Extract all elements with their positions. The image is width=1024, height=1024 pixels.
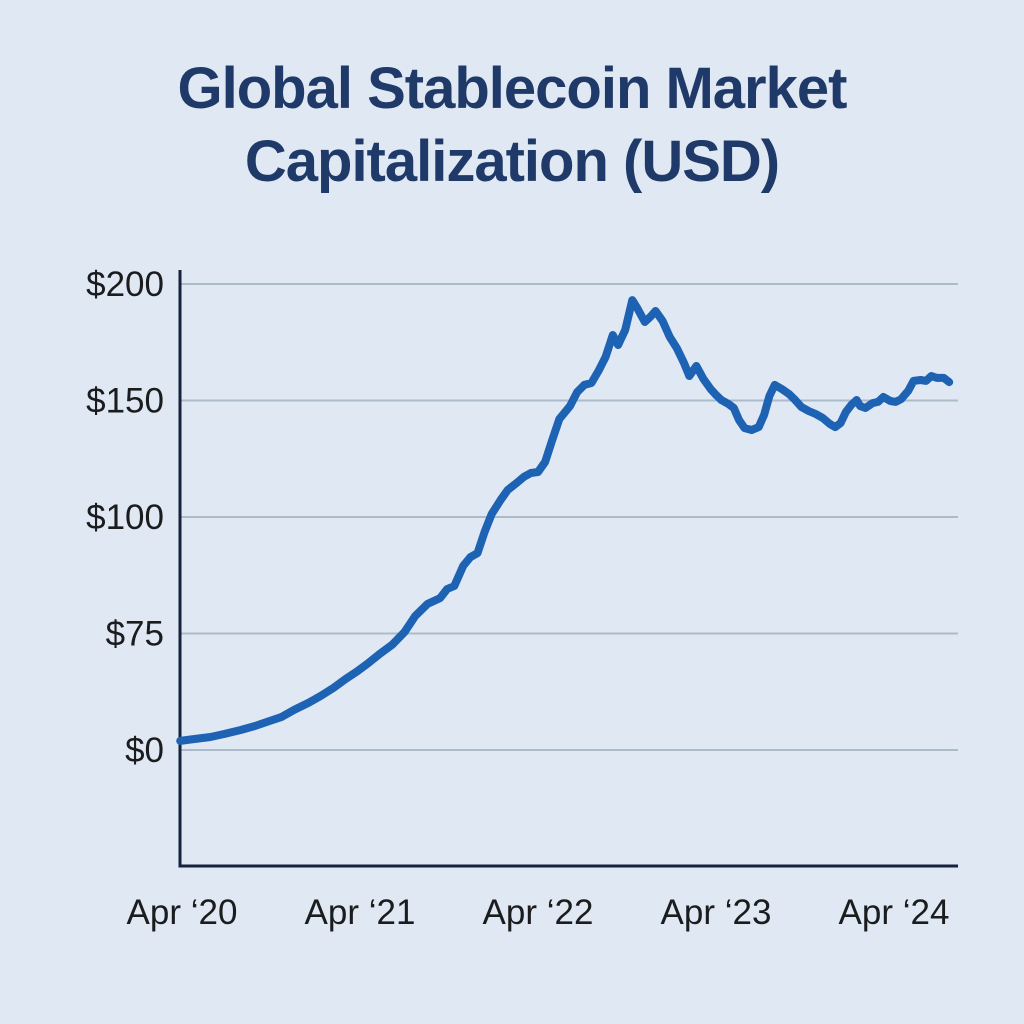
- chart-title-line2: Capitalization (USD): [244, 129, 780, 195]
- y-tick-label: $100: [86, 498, 164, 537]
- x-tick-label: Apr ‘20: [127, 893, 238, 932]
- y-tick-label: $150: [86, 382, 164, 421]
- chart-title: Global Stablecoin Market Capitalization …: [0, 52, 1024, 198]
- y-tick-label: $75: [106, 615, 164, 654]
- chart-title-line1: Global Stablecoin Market: [177, 56, 848, 121]
- x-tick-label: Apr ‘23: [661, 893, 772, 932]
- x-tick-label: Apr ‘22: [483, 893, 594, 932]
- market-cap-line: [176, 296, 954, 745]
- y-tick-label: $200: [86, 265, 164, 304]
- x-tick-label: Apr ‘24: [839, 893, 950, 932]
- x-tick-label: Apr ‘21: [305, 893, 416, 932]
- y-tick-label: $0: [125, 731, 164, 770]
